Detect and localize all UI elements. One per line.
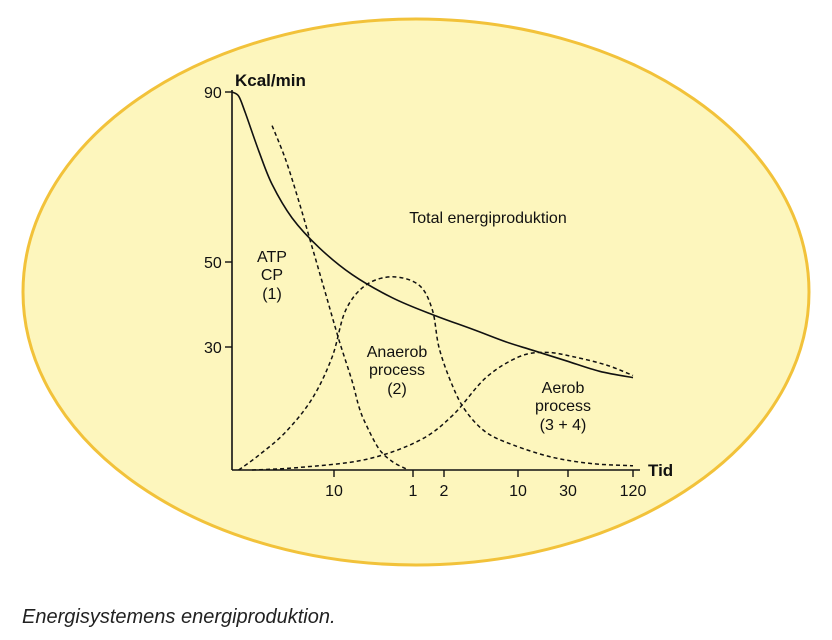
annotation-total-line1: Total energiproduktion: [409, 210, 566, 227]
annotation-aerob-line1: Aerob: [542, 380, 585, 397]
energy-production-chart: 90 50 30 10 1 2 10 30 120 Kcal/min Tid A…: [21, 17, 811, 567]
figure-caption: Energisystemens energiproduktion.: [22, 606, 336, 628]
x-tick-label: 2: [440, 483, 449, 500]
y-axis-label: Kcal/min: [235, 71, 306, 90]
x-tick-label: 120: [620, 483, 647, 500]
y-tick-label: 50: [204, 255, 222, 272]
series-line-1: [231, 91, 634, 379]
series-line-2: [271, 125, 407, 470]
x-tick-label: 30: [559, 483, 577, 500]
y-tick-label: 90: [204, 85, 222, 102]
series-line-3: [238, 276, 634, 471]
series-layer: [231, 91, 634, 471]
x-tick-label: 10: [509, 483, 527, 500]
x-tick-label: 10: [325, 483, 343, 500]
annotation-aerob-line3: (3 + 4): [540, 417, 587, 434]
x-tick-label: 1: [409, 483, 418, 500]
series-line-4: [252, 351, 634, 471]
annotation-atp-line2: CP: [261, 267, 283, 284]
annotation-atp-line3: (1): [262, 286, 282, 303]
annotation-anaerob-line2: process: [369, 362, 425, 379]
x-axis-label: Tid: [648, 461, 673, 480]
annotation-anaerob-line3: (2): [387, 381, 407, 398]
background-ellipse: [21, 17, 811, 567]
y-tick-label: 30: [204, 340, 222, 357]
annotation-anaerob-line1: Anaerob: [367, 344, 428, 361]
annotation-aerob-line2: process: [535, 398, 591, 415]
annotation-atp-line1: ATP: [257, 249, 287, 266]
